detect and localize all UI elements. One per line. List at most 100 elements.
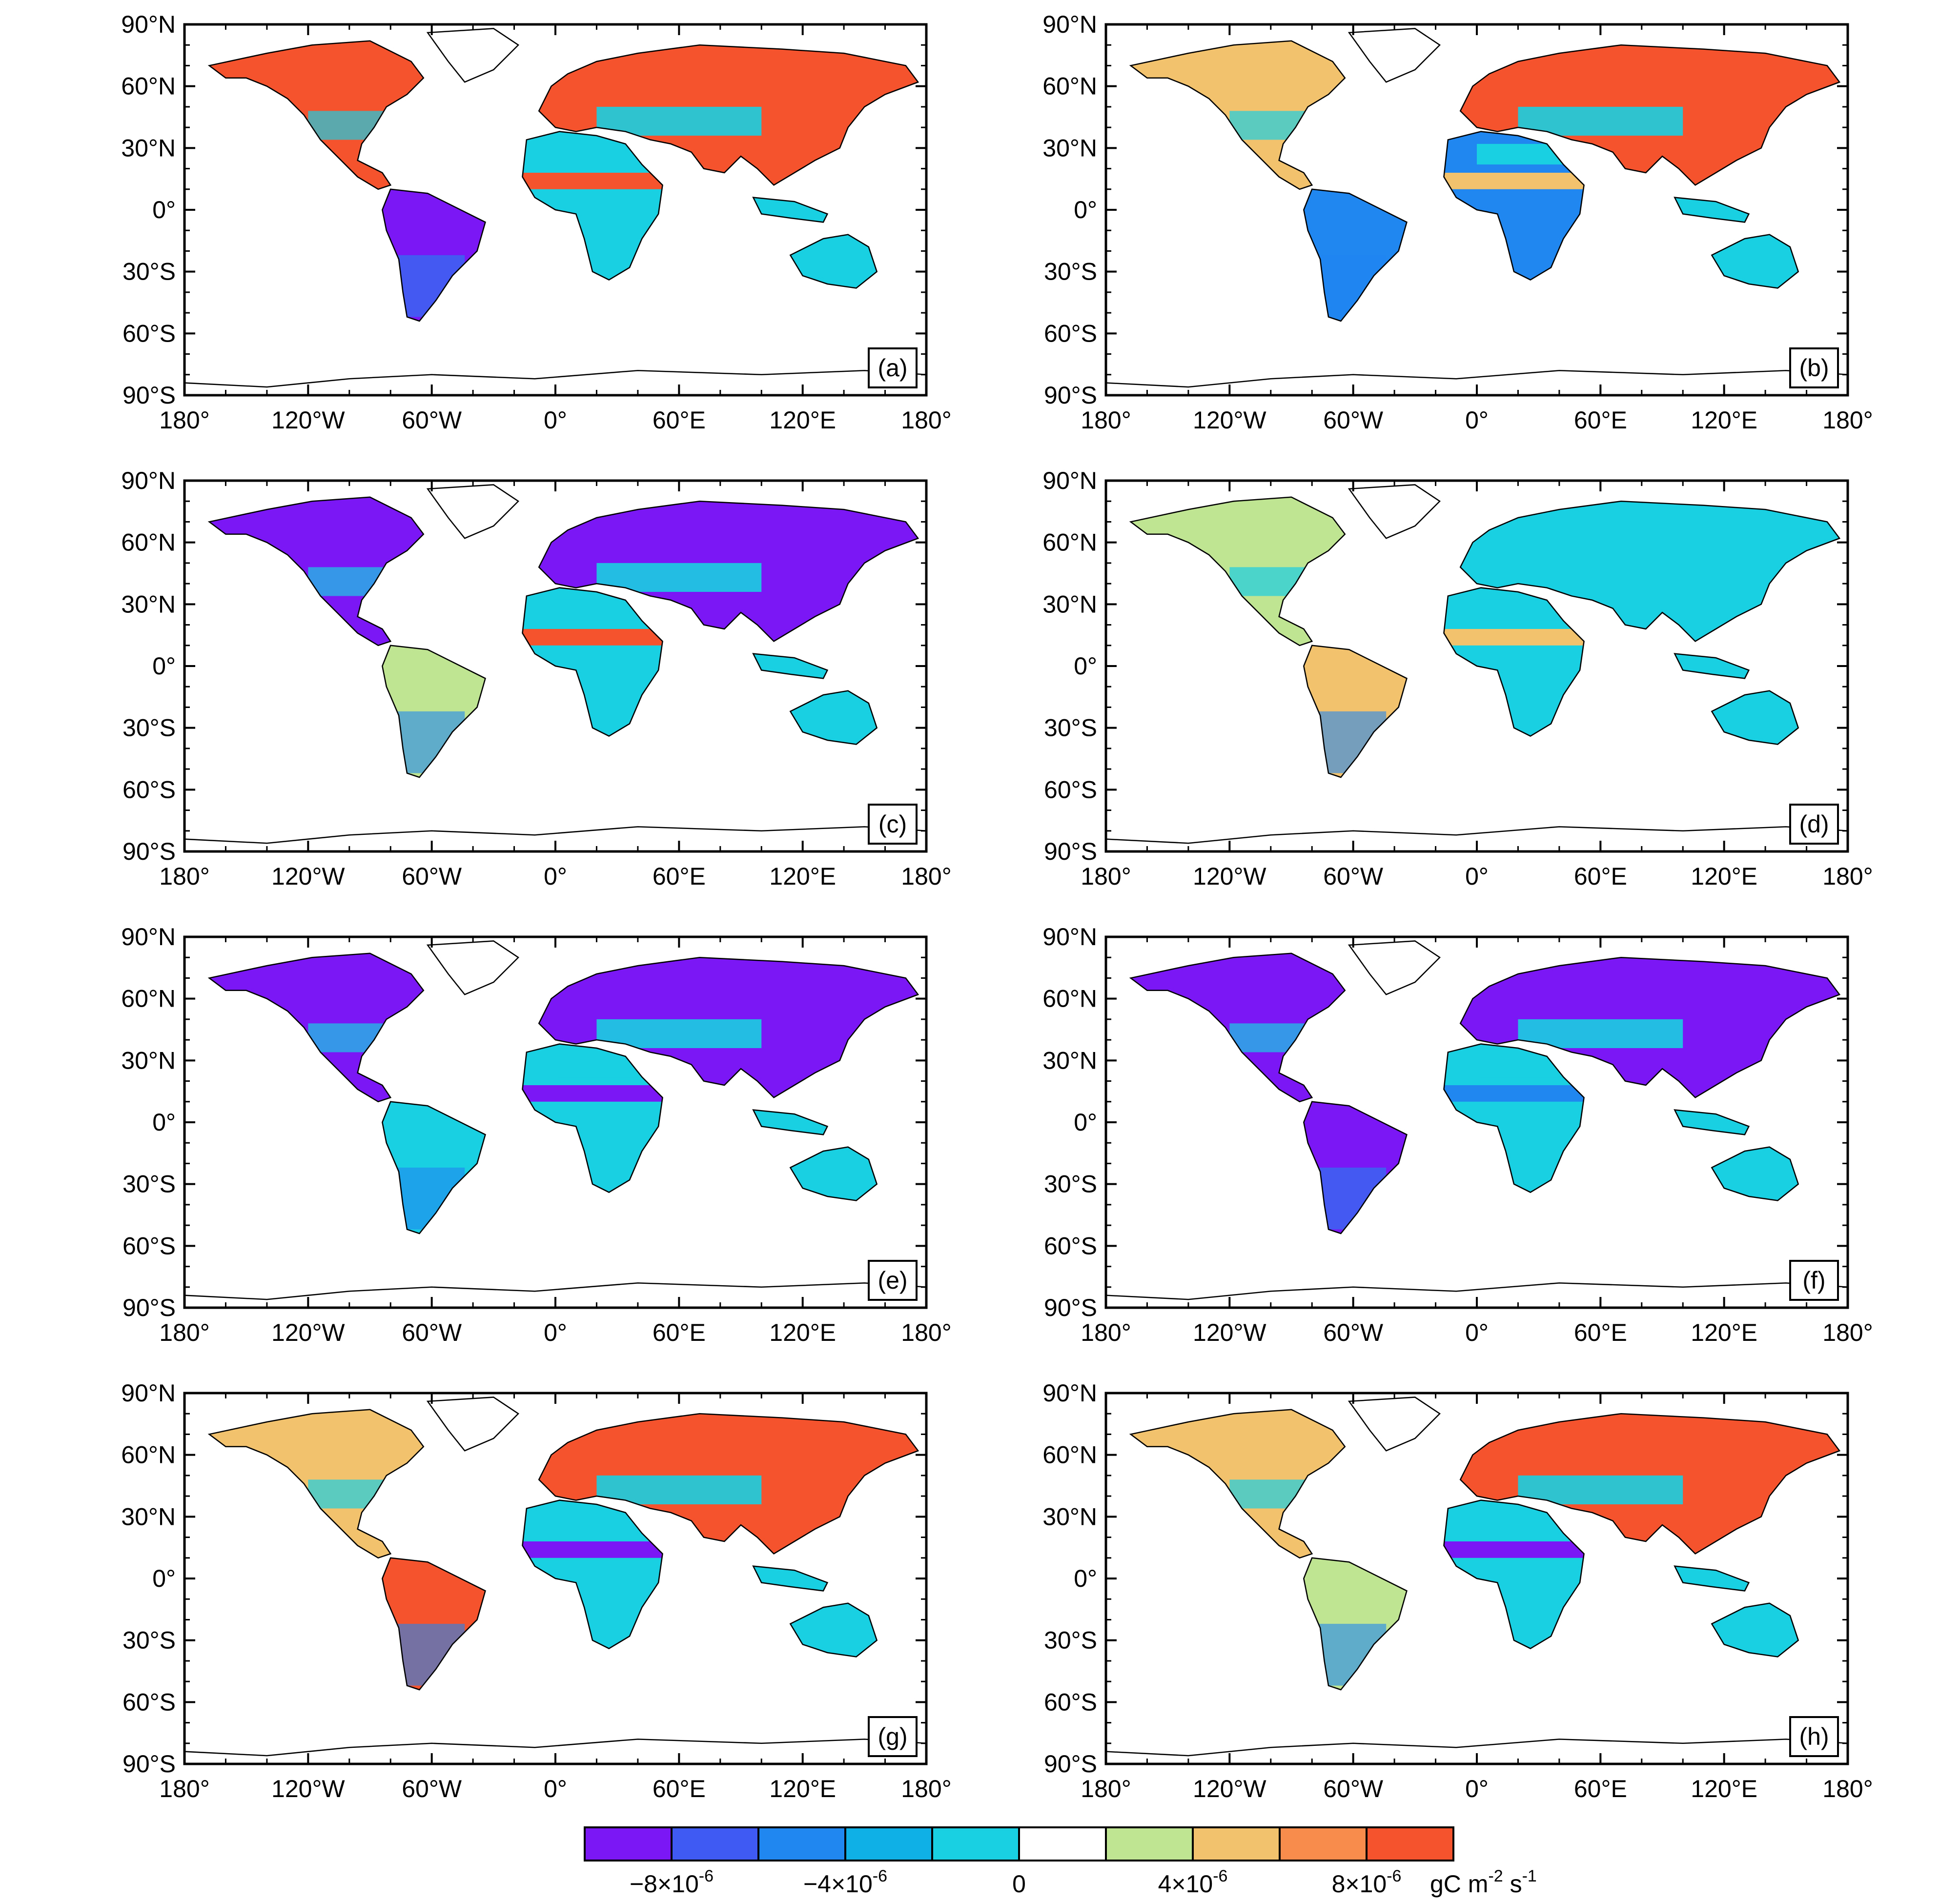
lon-tick-label: 60°E — [1574, 1775, 1627, 1802]
lat-tick-label: 30°S — [1044, 258, 1097, 285]
lat-tick-label: 90°N — [1042, 1379, 1097, 1407]
colorbar-swatch — [671, 1826, 759, 1862]
lat-tick-label: 30°S — [122, 1171, 176, 1198]
lat-tick-label: 30°N — [1042, 590, 1097, 618]
lat-tick-label: 30°N — [121, 590, 176, 618]
sahel-band — [1444, 629, 1584, 646]
sahel-band — [1444, 1085, 1584, 1102]
lon-tick-label: 0° — [1465, 406, 1489, 434]
lon-tick-label: 60°W — [402, 1319, 462, 1346]
colorbar-swatch — [1192, 1826, 1281, 1862]
lon-tick-label: 0° — [1465, 863, 1489, 890]
lat-tick-label: 30°N — [1042, 1047, 1097, 1074]
lon-tick-label: 60°E — [653, 1775, 706, 1802]
lon-tick-label: 180° — [1081, 863, 1131, 890]
lat-tick-label: 60°N — [1042, 529, 1097, 556]
lon-tick-label: 180° — [1081, 406, 1131, 434]
na-south-band — [308, 567, 391, 596]
panel-label: (e) — [878, 1267, 907, 1294]
lon-tick-label: 120°W — [1193, 863, 1266, 890]
lat-tick-label: 90°S — [1044, 1294, 1097, 1321]
na-south-band — [308, 111, 391, 140]
lat-tick-label: 0° — [1074, 196, 1097, 223]
colorbar-swatch — [584, 1826, 673, 1862]
lon-tick-label: 120°E — [769, 1775, 836, 1802]
sahara-band — [555, 143, 663, 165]
na-south-band — [1229, 1479, 1312, 1509]
lon-tick-label: 180° — [901, 1775, 951, 1802]
colorbar-swatch — [931, 1826, 1020, 1862]
colorbar-label: −4×10-6 — [803, 1867, 887, 1898]
sa-south-band — [1304, 1623, 1387, 1686]
sahel-band — [1444, 1541, 1584, 1558]
lon-tick-label: 0° — [544, 1775, 567, 1802]
na-south-band — [1229, 111, 1312, 140]
panel-label: (f) — [1802, 1267, 1825, 1294]
lat-tick-label: 60°S — [1044, 1688, 1097, 1716]
land-au — [1712, 690, 1798, 745]
lat-tick-label: 30°N — [1042, 1503, 1097, 1530]
lat-tick-label: 60°N — [121, 1441, 176, 1469]
colorbar-swatch — [844, 1826, 933, 1862]
sahel-band — [522, 173, 663, 189]
lon-tick-label: 0° — [544, 863, 567, 890]
map-field — [1106, 941, 1848, 1299]
lat-tick-label: 90°S — [122, 838, 176, 865]
lat-tick-label: 90°S — [1044, 382, 1097, 409]
lon-tick-label: 120°W — [271, 1775, 345, 1802]
lat-tick-label: 60°N — [121, 73, 176, 100]
sahara-band — [1477, 1056, 1584, 1077]
panel-label-box — [868, 347, 918, 388]
panel-label-box — [868, 1716, 918, 1757]
lat-tick-label: 90°N — [121, 11, 176, 38]
lon-tick-label: 180° — [1822, 406, 1873, 434]
lat-tick-label: 60°S — [122, 1232, 176, 1259]
lat-tick-label: 60°S — [1044, 1232, 1097, 1259]
lat-tick-label: 30°N — [1042, 134, 1097, 162]
map-field — [1106, 28, 1848, 387]
panel-label-box — [1789, 804, 1839, 845]
sahel-band — [522, 1085, 663, 1102]
sahara-band — [1477, 1512, 1584, 1534]
lat-tick-label: 90°N — [121, 1379, 176, 1407]
lat-tick-label: 90°N — [121, 467, 176, 494]
lat-tick-label: 90°N — [121, 923, 176, 951]
panel-label-box — [868, 1260, 918, 1301]
lat-tick-label: 60°N — [1042, 73, 1097, 100]
lon-tick-label: 180° — [159, 406, 209, 434]
sahara-band — [555, 1056, 663, 1077]
sa-south-band — [382, 1167, 465, 1230]
lon-tick-label: 120°E — [1691, 863, 1757, 890]
lon-tick-label: 60°E — [653, 406, 706, 434]
lon-tick-label: 120°E — [769, 863, 836, 890]
lat-tick-label: 30°S — [122, 258, 176, 285]
map-field — [184, 1397, 926, 1756]
lat-tick-label: 60°S — [1044, 320, 1097, 347]
map-field — [184, 28, 926, 387]
na-south-band — [1229, 1023, 1312, 1052]
lat-tick-label: 30°N — [121, 1503, 176, 1530]
colorbar-label: 4×10-6 — [1158, 1867, 1228, 1898]
sahel-band — [522, 1541, 663, 1558]
lon-tick-label: 120°W — [1193, 1775, 1266, 1802]
map-field — [184, 485, 926, 843]
lat-tick-label: 30°S — [1044, 714, 1097, 742]
land-au — [790, 1603, 877, 1657]
lat-tick-label: 30°S — [1044, 1627, 1097, 1654]
na-south-band — [308, 1479, 391, 1509]
lon-tick-label: 180° — [1822, 863, 1873, 890]
sahara-band — [1477, 143, 1584, 165]
colorbar-label: 0 — [1012, 1870, 1026, 1898]
sahara-band — [555, 1512, 663, 1534]
lon-tick-label: 60°W — [1323, 1319, 1384, 1346]
sa-south-band — [1304, 711, 1387, 773]
sahel-band — [522, 629, 663, 646]
lat-tick-label: 0° — [152, 1565, 176, 1592]
lon-tick-label: 60°W — [402, 406, 462, 434]
sa-south-band — [382, 255, 465, 317]
lat-tick-label: 90°S — [1044, 1750, 1097, 1778]
